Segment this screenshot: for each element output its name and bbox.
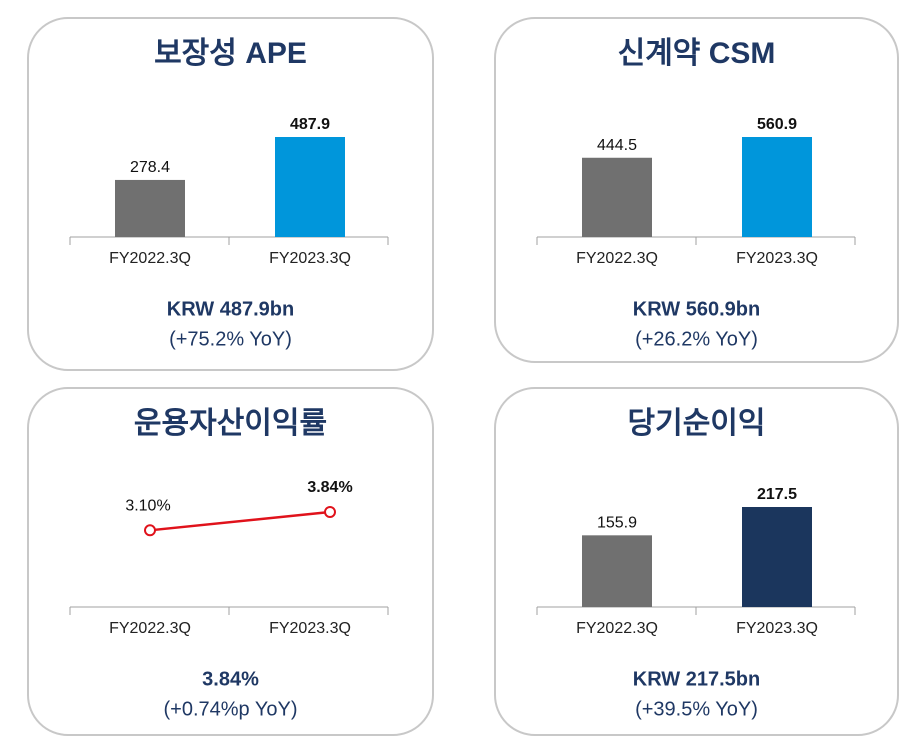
x-tick-label: FY2022.3Q [109, 250, 191, 267]
bar [582, 157, 652, 237]
line [149, 510, 331, 532]
x-tick-label: FY2022.3Q [109, 620, 191, 637]
chart-title: 운용자산이익률 [134, 407, 327, 440]
bar [115, 179, 185, 237]
annotation: KRW 560.9bn [633, 298, 760, 320]
bar [742, 507, 812, 607]
data-label: 278.4 [130, 159, 170, 176]
bar [582, 535, 652, 607]
data-label: 444.5 [597, 137, 637, 154]
data-label: 155.9 [597, 515, 637, 532]
annotation: (+26.2% YoY) [635, 328, 758, 350]
point [144, 524, 156, 537]
panel-border [494, 387, 899, 736]
data-label: 3.10% [125, 498, 170, 515]
data-label: 217.5 [757, 486, 797, 503]
chart-panel: 운용자산이익률 FY2022.3Q FY2023.3Q 3.10% 3.84% 3.84%… [27, 387, 434, 736]
chart-title: 보장성 APE [154, 37, 307, 70]
x-tick-label: FY2023.3Q [269, 620, 351, 637]
x-tick-label: FY2022.3Q [576, 620, 658, 637]
panel-border [27, 387, 434, 736]
annotation: 3.84% [202, 668, 259, 690]
data-label: 560.9 [757, 116, 797, 133]
annotation: KRW 217.5bn [633, 668, 760, 690]
chart-panel: 보장성 APE FY2022.3Q FY2023.3Q 278.4 487.9 KRW 4… [27, 17, 434, 371]
x-tick-label: FY2023.3Q [269, 250, 351, 267]
bar [742, 137, 812, 237]
annotation: (+75.2% YoY) [169, 328, 292, 350]
chart-panel: 당기순이익 FY2022.3Q FY2023.3Q 155.9 217.5 KRW 217… [494, 387, 899, 736]
chart-panel: 신계약 CSM FY2022.3Q FY2023.3Q 444.5 560.9 KRW 5… [494, 17, 899, 363]
x-tick-label: FY2023.3Q [736, 250, 818, 267]
panel-border [27, 17, 434, 371]
chart-title: 신계약 CSM [618, 37, 776, 70]
panel-border [494, 17, 899, 363]
x-tick-label: FY2023.3Q [736, 620, 818, 637]
chart-title: 당기순이익 [628, 407, 766, 440]
annotation: KRW 487.9bn [167, 298, 294, 320]
bar [275, 137, 345, 237]
annotation: (+39.5% YoY) [635, 698, 758, 720]
point [324, 506, 336, 518]
data-label: 487.9 [290, 116, 330, 133]
data-label: 3.84% [307, 479, 352, 496]
annotation: (+0.74%p YoY) [164, 698, 298, 720]
x-tick-label: FY2022.3Q [576, 250, 658, 267]
